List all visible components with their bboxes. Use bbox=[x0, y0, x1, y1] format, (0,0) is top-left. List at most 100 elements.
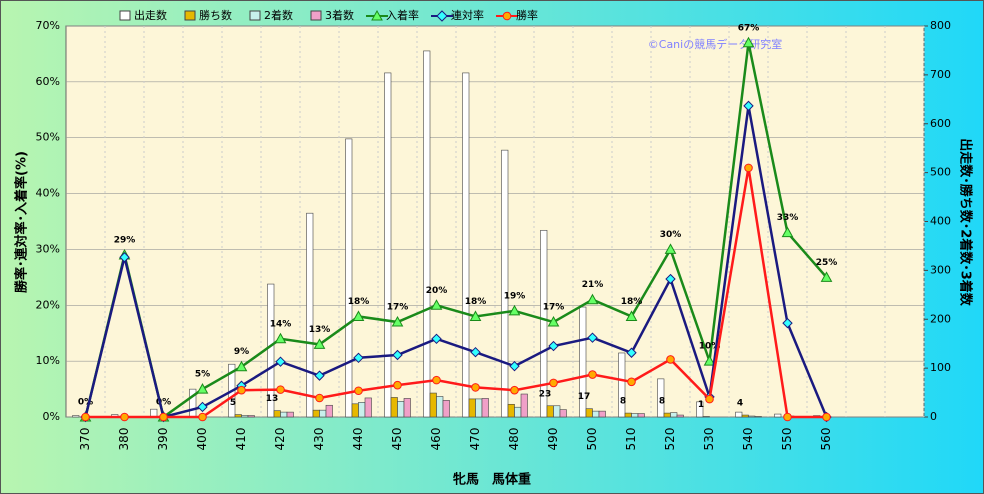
bar bbox=[72, 415, 80, 418]
bar-label: 8 bbox=[620, 397, 626, 407]
marker bbox=[471, 383, 480, 392]
bar bbox=[384, 72, 392, 418]
point-label: 17% bbox=[543, 303, 565, 313]
x-tick-label: 500 bbox=[585, 428, 599, 451]
marker bbox=[783, 412, 792, 422]
bar-label: 4 bbox=[737, 399, 743, 409]
marker bbox=[743, 100, 754, 112]
y2-tick-label: 700 bbox=[930, 68, 951, 81]
x-tick-label: 560 bbox=[819, 428, 833, 451]
legend-label: 入着率 bbox=[386, 8, 419, 22]
x-tick-label: 370 bbox=[78, 428, 92, 451]
bar bbox=[234, 414, 242, 418]
bar bbox=[657, 378, 665, 418]
y2-tick-label: 400 bbox=[930, 215, 951, 228]
point-label: 13% bbox=[309, 325, 331, 335]
y2-tick-label: 200 bbox=[930, 312, 951, 325]
point-label: 0% bbox=[156, 398, 171, 408]
bar-label: 13 bbox=[266, 394, 279, 404]
y-axis-title: 勝率･連対率･入着率(%) bbox=[14, 151, 30, 293]
x-tick-label: 550 bbox=[780, 428, 794, 451]
legend-label: 勝率 bbox=[516, 8, 538, 22]
line bbox=[85, 167, 827, 419]
marker bbox=[393, 380, 402, 390]
marker bbox=[509, 360, 520, 372]
bar bbox=[442, 400, 450, 418]
legend-swatch bbox=[310, 10, 322, 21]
marker bbox=[353, 352, 364, 363]
bar bbox=[436, 396, 444, 418]
legend-label: 出走数 bbox=[134, 8, 167, 22]
y-tick-label: 10% bbox=[36, 354, 60, 367]
x-tick-label: 410 bbox=[234, 428, 248, 451]
marker bbox=[666, 355, 675, 364]
bar bbox=[325, 404, 333, 418]
x-tick-label: 460 bbox=[429, 428, 443, 451]
marker bbox=[432, 375, 441, 385]
bar bbox=[741, 414, 749, 418]
marker bbox=[586, 293, 599, 305]
marker bbox=[430, 299, 443, 310]
marker bbox=[196, 383, 209, 394]
x-tick-label: 510 bbox=[624, 428, 638, 451]
bar bbox=[624, 412, 632, 418]
y2-tick-label: 500 bbox=[930, 166, 951, 179]
y-tick-label: 0% bbox=[43, 410, 60, 423]
marker bbox=[235, 360, 248, 372]
x-tick-label: 450 bbox=[390, 428, 404, 451]
marker bbox=[587, 332, 598, 343]
bar-label: 1 bbox=[698, 400, 704, 410]
legend-label: 2着数 bbox=[264, 8, 293, 22]
marker bbox=[703, 355, 716, 366]
bar bbox=[676, 414, 684, 418]
legend-swatch bbox=[119, 10, 131, 21]
x-tick-label: 530 bbox=[702, 428, 716, 451]
x-tick-label: 520 bbox=[663, 428, 677, 451]
x-tick-label: 540 bbox=[741, 428, 755, 451]
marker bbox=[275, 356, 286, 367]
point-label: 17% bbox=[387, 303, 409, 313]
point-label: 10% bbox=[699, 342, 721, 352]
marker bbox=[274, 332, 287, 344]
point-label: 18% bbox=[348, 297, 370, 307]
bar bbox=[312, 409, 320, 418]
marker bbox=[391, 316, 404, 327]
marker bbox=[547, 316, 560, 327]
bar bbox=[319, 409, 327, 418]
marker bbox=[197, 401, 208, 413]
annotation: ©Caniの競馬データ研究室 bbox=[648, 37, 782, 51]
bar bbox=[631, 413, 639, 418]
bar bbox=[286, 411, 294, 418]
x-axis-title: 牝馬 馬体重 bbox=[453, 472, 531, 488]
marker bbox=[352, 310, 365, 321]
line bbox=[84, 105, 828, 419]
point-label: 67% bbox=[738, 23, 760, 33]
marker bbox=[549, 378, 558, 388]
bar bbox=[280, 411, 288, 418]
marker bbox=[664, 243, 677, 254]
bar-label: 23 bbox=[539, 389, 552, 399]
bar bbox=[553, 405, 561, 418]
bar bbox=[481, 398, 489, 418]
point-label: 33% bbox=[777, 213, 799, 223]
marker bbox=[276, 385, 285, 394]
bar bbox=[397, 401, 405, 418]
bar bbox=[618, 352, 626, 418]
marker bbox=[470, 346, 481, 358]
bar bbox=[592, 410, 600, 418]
bar-label: 17 bbox=[578, 392, 591, 402]
bar bbox=[306, 212, 314, 418]
marker bbox=[354, 386, 363, 396]
marker bbox=[315, 393, 324, 403]
point-label: 30% bbox=[660, 230, 682, 240]
marker bbox=[626, 347, 637, 358]
y2-axis-title: 出走数･勝ち数･2着数･3着数 bbox=[958, 138, 974, 307]
bar bbox=[748, 415, 756, 418]
point-label: 21% bbox=[582, 280, 604, 290]
bar bbox=[514, 406, 522, 418]
marker bbox=[822, 412, 831, 422]
point-label: 9% bbox=[234, 347, 249, 357]
legend-marker bbox=[502, 11, 512, 21]
y-tick-label: 60% bbox=[36, 75, 60, 88]
